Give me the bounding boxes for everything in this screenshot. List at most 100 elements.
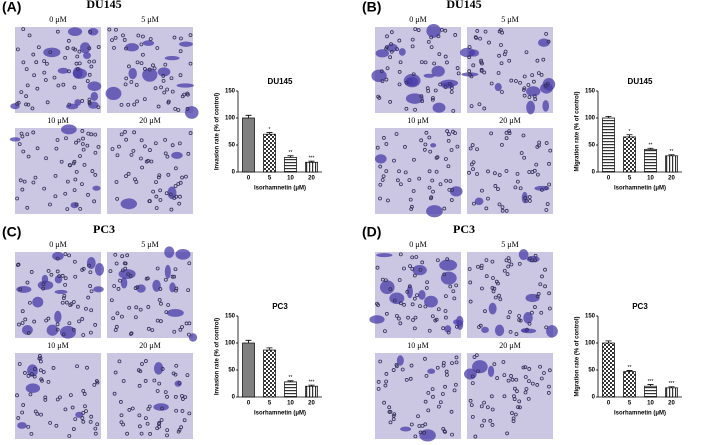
pore xyxy=(117,144,121,149)
cell-body xyxy=(521,191,528,204)
pore xyxy=(187,321,192,326)
pore xyxy=(489,81,494,86)
pore xyxy=(185,91,190,96)
pore xyxy=(132,130,137,135)
micrograph xyxy=(9,124,101,214)
pore xyxy=(33,175,38,180)
micrograph-bg xyxy=(15,252,101,338)
micrograph xyxy=(459,27,556,115)
pore xyxy=(157,424,162,429)
pore xyxy=(58,395,62,400)
cell-body xyxy=(10,103,20,110)
pore xyxy=(376,303,380,307)
pore xyxy=(62,293,67,298)
pore xyxy=(151,63,155,68)
pore xyxy=(108,269,113,273)
cell-body xyxy=(424,295,438,308)
pore xyxy=(530,381,535,386)
pore xyxy=(497,293,501,298)
pore xyxy=(124,46,128,51)
pore xyxy=(113,328,118,332)
pore xyxy=(55,322,60,327)
x-tick-label: 20 xyxy=(308,401,315,407)
pore xyxy=(525,327,529,332)
pore xyxy=(392,412,397,417)
image-label: 5 μM xyxy=(141,15,158,24)
pore xyxy=(179,36,183,41)
pore xyxy=(544,325,549,330)
pore xyxy=(87,59,92,64)
pore xyxy=(504,136,509,141)
pore xyxy=(76,138,81,143)
pore xyxy=(489,131,494,136)
pore xyxy=(80,129,85,133)
pore xyxy=(523,375,528,379)
pore xyxy=(472,355,477,359)
pore xyxy=(427,328,432,333)
pore xyxy=(55,327,60,332)
pore xyxy=(139,61,144,66)
image-label: 0 μM xyxy=(409,15,426,24)
pore xyxy=(94,379,99,383)
pore xyxy=(163,277,168,282)
cell-body xyxy=(175,248,191,260)
pore xyxy=(442,429,447,434)
micrograph xyxy=(467,249,558,338)
pore xyxy=(490,259,495,264)
error-bar xyxy=(245,339,252,343)
pore xyxy=(146,305,151,309)
cell-body xyxy=(9,137,21,142)
pore xyxy=(480,286,484,291)
pore xyxy=(71,46,76,51)
pore xyxy=(153,86,158,91)
cell-body xyxy=(59,325,76,339)
pore xyxy=(31,180,36,185)
pore xyxy=(165,428,170,433)
pore xyxy=(35,411,40,416)
cell-body xyxy=(481,326,489,334)
pore xyxy=(178,180,183,185)
pore xyxy=(539,310,544,315)
pore xyxy=(532,168,537,173)
pore xyxy=(88,30,93,34)
pore xyxy=(147,199,152,203)
pore xyxy=(386,198,390,203)
x-tick-label: 5 xyxy=(268,401,272,407)
pore xyxy=(16,263,20,267)
pore xyxy=(33,367,37,371)
pore xyxy=(24,67,29,72)
pore xyxy=(490,407,495,412)
pore xyxy=(155,46,160,50)
pore xyxy=(132,102,137,107)
pore xyxy=(72,188,77,193)
pore xyxy=(403,170,408,175)
pore xyxy=(508,310,512,314)
pore xyxy=(479,58,483,63)
y-tick-label: 150 xyxy=(225,314,236,320)
pore xyxy=(122,38,127,42)
pore xyxy=(174,288,178,293)
pore xyxy=(133,315,138,320)
cell-body xyxy=(474,197,484,206)
x-tick-label: 0 xyxy=(607,401,611,407)
pore xyxy=(547,161,551,166)
pore xyxy=(84,306,88,311)
pore xyxy=(530,73,535,78)
pore xyxy=(413,107,417,112)
pore xyxy=(164,310,169,315)
pore xyxy=(449,148,454,152)
pore xyxy=(405,289,410,294)
pore xyxy=(415,293,419,298)
pore xyxy=(441,326,446,331)
pore xyxy=(63,407,68,412)
pore xyxy=(169,207,174,212)
image-label: 5 μM xyxy=(141,240,158,249)
pore xyxy=(158,198,163,202)
pore xyxy=(139,156,143,161)
pore xyxy=(427,135,432,140)
pore xyxy=(408,376,413,381)
pore xyxy=(135,99,140,104)
pore xyxy=(412,296,417,301)
pore xyxy=(55,29,60,34)
